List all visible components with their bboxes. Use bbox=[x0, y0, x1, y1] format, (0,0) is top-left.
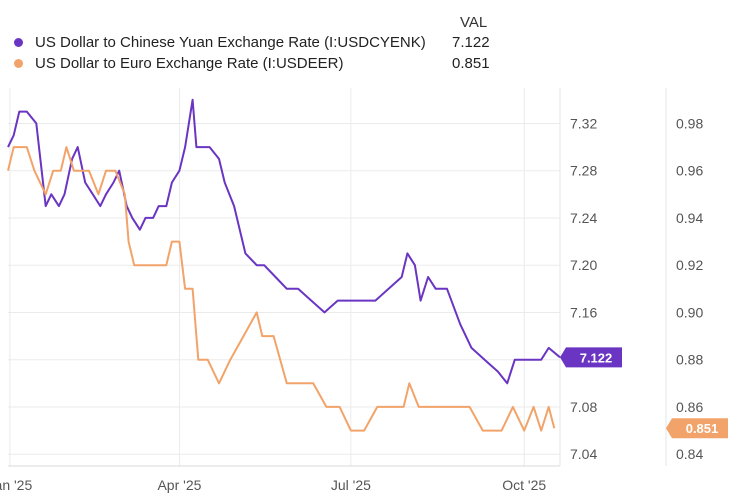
left-tick-label: 7.04 bbox=[570, 446, 597, 462]
left-tick-label: 7.08 bbox=[570, 399, 597, 415]
end-label-badge bbox=[560, 347, 622, 368]
right-tick-label: 0.98 bbox=[676, 115, 703, 131]
legend-item-label: US Dollar to Euro Exchange Rate (I:USDEE… bbox=[35, 54, 344, 72]
right-tick-label: 0.88 bbox=[676, 352, 703, 368]
series-layer bbox=[7, 98, 561, 432]
left-tick-label: 7.32 bbox=[570, 115, 597, 131]
x-axis: Jan '25 Apr '25 Jul '25 Oct '25 bbox=[0, 477, 546, 493]
right-axis: 0.98 0.96 0.94 0.92 0.90 0.88 0.86 0.84 bbox=[676, 115, 703, 462]
value-column-header: VAL bbox=[460, 14, 488, 31]
end-label-badge bbox=[666, 418, 728, 439]
left-tick-label: 7.16 bbox=[570, 304, 597, 320]
left-tick-label: 7.20 bbox=[570, 257, 597, 273]
x-tick-label: Oct '25 bbox=[502, 477, 546, 493]
series-line-usdcyenk bbox=[7, 98, 561, 385]
series-color-dot-icon bbox=[14, 37, 23, 47]
right-tick-label: 0.86 bbox=[676, 399, 703, 415]
legend-item-value: 0.851 bbox=[452, 55, 490, 72]
legend-item-usdeer[interactable]: US Dollar to Euro Exchange Rate (I:USDEE… bbox=[14, 53, 343, 73]
end-label-usdcyenk: 7.122 bbox=[560, 347, 622, 368]
right-tick-label: 0.92 bbox=[676, 257, 703, 273]
right-tick-label: 0.94 bbox=[676, 210, 703, 226]
legend-item-usdcyenk[interactable]: US Dollar to Chinese Yuan Exchange Rate … bbox=[14, 32, 426, 52]
left-tick-label: 7.28 bbox=[570, 163, 597, 179]
end-label-text: 0.851 bbox=[686, 421, 719, 436]
legend: VAL US Dollar to Chinese Yuan Exchange R… bbox=[0, 0, 753, 80]
x-tick-label: Jul '25 bbox=[331, 477, 371, 493]
right-tick-label: 0.96 bbox=[676, 163, 703, 179]
left-tick-label: 7.24 bbox=[570, 210, 597, 226]
series-color-dot-icon bbox=[14, 58, 23, 68]
series-line-usdeer bbox=[7, 146, 556, 432]
x-tick-label: Jan '25 bbox=[0, 477, 32, 493]
x-tick-label: Apr '25 bbox=[157, 477, 201, 493]
legend-item-label: US Dollar to Chinese Yuan Exchange Rate … bbox=[35, 33, 426, 51]
right-tick-label: 0.84 bbox=[676, 446, 703, 462]
legend-item-value: 7.122 bbox=[452, 34, 490, 51]
end-label-text: 7.122 bbox=[580, 350, 613, 365]
left-axis: 7.327.287.247.207.167.127.087.04 bbox=[570, 115, 597, 462]
right-tick-label: 0.90 bbox=[676, 304, 703, 320]
end-labels: 7.122 0.851 bbox=[560, 347, 728, 439]
grid bbox=[8, 88, 667, 467]
end-label-usdeer: 0.851 bbox=[666, 418, 728, 439]
